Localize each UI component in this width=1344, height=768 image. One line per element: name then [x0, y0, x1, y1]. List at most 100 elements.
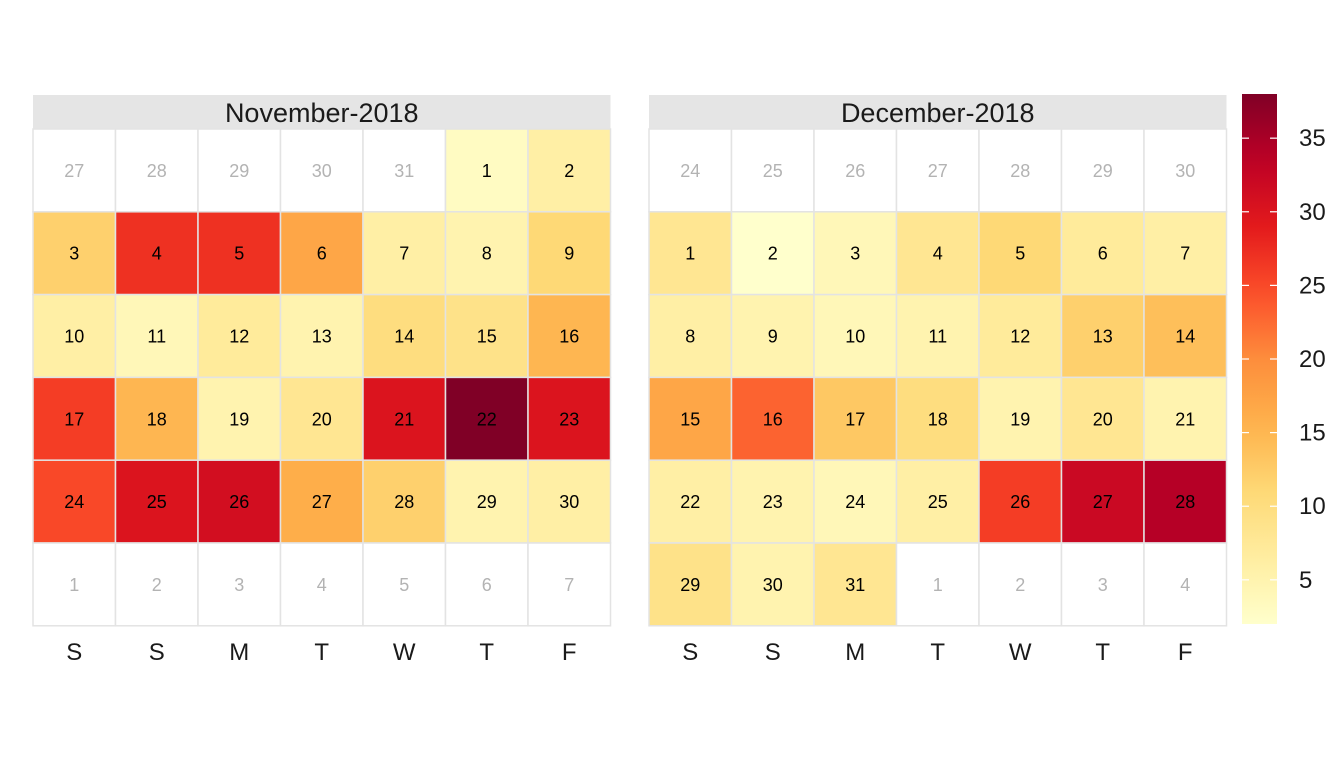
other-month-day-label: 28 [147, 161, 167, 181]
other-month-cell [978, 542, 1063, 627]
day-cell [197, 459, 282, 544]
day-label: 22 [477, 409, 497, 429]
day-cell [362, 211, 447, 296]
day-label: 18 [147, 409, 167, 429]
panel-header-strip [649, 95, 1227, 129]
day-cell [32, 376, 117, 461]
weekday-label: T [314, 639, 329, 666]
day-cell [527, 211, 612, 296]
day-label: 28 [394, 492, 414, 512]
other-month-day-label: 30 [312, 161, 332, 181]
day-label: 20 [1093, 409, 1113, 429]
day-cell [114, 211, 199, 296]
day-cell [730, 459, 815, 544]
day-cell [978, 211, 1063, 296]
day-label: 22 [680, 492, 700, 512]
day-cell [978, 293, 1063, 379]
day-cell [1143, 293, 1228, 379]
weekday-label: T [479, 639, 494, 666]
other-month-cell [527, 542, 612, 627]
day-label: 19 [1010, 409, 1030, 429]
day-label: 9 [768, 327, 778, 347]
other-month-cell [114, 128, 199, 213]
day-label: 11 [928, 327, 947, 347]
day-cell [527, 128, 612, 213]
day-cell [1143, 459, 1228, 544]
other-month-day-label: 31 [394, 161, 414, 181]
weekday-label: W [1009, 639, 1032, 666]
day-label: 10 [64, 327, 84, 347]
day-label: 29 [477, 492, 497, 512]
panel-title: November-2018 [225, 98, 419, 128]
day-label: 23 [763, 492, 783, 512]
day-cell [527, 459, 612, 544]
other-month-day-label: 7 [564, 575, 574, 595]
day-label: 29 [680, 575, 700, 595]
legend-tick-label: 35 [1299, 125, 1326, 152]
day-label: 16 [559, 327, 579, 347]
day-label: 8 [685, 327, 695, 347]
day-cell [114, 459, 199, 544]
other-month-day-label: 1 [933, 575, 943, 595]
day-cell [197, 376, 282, 461]
day-label: 4 [152, 244, 162, 264]
day-cell [362, 293, 447, 379]
legend-tick-label: 15 [1299, 420, 1326, 447]
panel-header-strip [33, 95, 611, 129]
day-label: 27 [312, 492, 332, 512]
day-cell [648, 211, 733, 296]
day-label: 25 [928, 492, 948, 512]
other-month-day-label: 6 [482, 575, 492, 595]
day-label: 30 [559, 492, 579, 512]
day-label: 12 [229, 327, 249, 347]
weekday-label: F [562, 639, 577, 666]
day-cell [279, 376, 364, 461]
day-label: 11 [147, 327, 166, 347]
day-label: 8 [482, 244, 492, 264]
day-cell [527, 293, 612, 379]
other-month-cell [32, 128, 117, 213]
day-label: 12 [1010, 327, 1030, 347]
other-month-cell [813, 128, 898, 213]
other-month-day-label: 27 [928, 161, 948, 181]
day-label: 30 [763, 575, 783, 595]
day-label: 17 [845, 409, 865, 429]
day-cell [527, 376, 612, 461]
legend-tick-label: 5 [1299, 567, 1312, 594]
day-label: 13 [1093, 327, 1113, 347]
day-cell [1143, 211, 1228, 296]
day-label: 2 [564, 161, 574, 181]
legend-tick-label: 10 [1299, 493, 1326, 520]
day-cell [32, 459, 117, 544]
other-month-cell [114, 542, 199, 627]
other-month-cell [197, 542, 282, 627]
day-cell [1060, 293, 1145, 379]
day-label: 19 [229, 409, 249, 429]
legend-tick-label: 20 [1299, 346, 1326, 373]
day-label: 14 [394, 327, 414, 347]
day-label: 6 [1098, 244, 1108, 264]
day-cell [813, 542, 898, 627]
day-cell [813, 376, 898, 461]
day-cell [197, 211, 282, 296]
day-label: 16 [763, 409, 783, 429]
other-month-cell [1060, 542, 1145, 627]
day-cell [730, 293, 815, 379]
day-label: 10 [845, 327, 865, 347]
other-month-day-label: 29 [229, 161, 249, 181]
weekday-label: F [1178, 639, 1193, 666]
day-label: 18 [928, 409, 948, 429]
day-cell [895, 459, 980, 544]
other-month-day-label: 24 [680, 161, 700, 181]
day-cell [362, 376, 447, 461]
other-month-cell [1143, 128, 1228, 213]
day-label: 5 [234, 244, 244, 264]
other-month-day-label: 4 [1180, 575, 1190, 595]
legend-tick-label: 30 [1299, 199, 1326, 226]
day-label: 6 [317, 244, 327, 264]
day-label: 25 [147, 492, 167, 512]
day-cell [730, 542, 815, 627]
weekday-label: T [1095, 639, 1110, 666]
weekday-label: M [229, 639, 249, 666]
